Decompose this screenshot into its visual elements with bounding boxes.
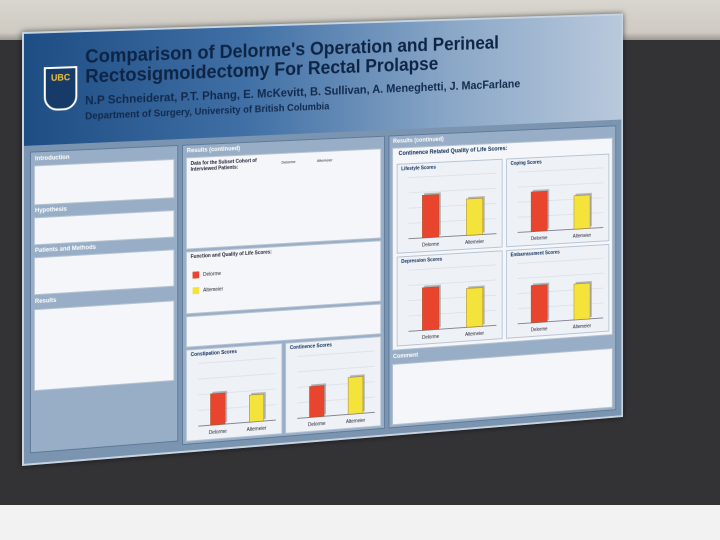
bar-delorme (531, 285, 547, 323)
patients-heading: Patients and Methods (34, 244, 96, 255)
chart-box-constipation: Constipation Scores Delorme Altemeier (185, 342, 283, 442)
gridline (409, 280, 497, 286)
subset-table-pane: Data for the Subset Cohort of Interviewe… (185, 148, 382, 250)
poster-body: Introduction Hypothesis Patients and Met… (23, 119, 622, 464)
gridline (409, 188, 497, 193)
legend-label-altemeier: Altemeier (203, 286, 224, 294)
legend-delorme: Delorme (192, 270, 222, 279)
x-tick-label: Delorme (308, 421, 326, 428)
table-header-delorme: Delorme (281, 159, 296, 165)
legend-altemeier: Altemeier (192, 286, 224, 295)
x-tick-label: Altemeier (247, 426, 267, 433)
chart-svg-constipation: Delorme Altemeier (187, 354, 282, 436)
table-header-altemeier: Altemeier (316, 157, 333, 163)
x-tick-label: Delorme (422, 334, 439, 341)
x-axis (518, 228, 604, 233)
bar-altemeier (574, 283, 590, 320)
bar-altemeier (466, 198, 483, 235)
gridline (409, 265, 497, 270)
function-pane: Function and Quality of Life Scores: Del… (185, 240, 382, 315)
gridline (297, 351, 375, 357)
results-continued-heading: Results (continued) (186, 146, 241, 155)
x-tick-label: Delorme (209, 429, 227, 436)
gridline (409, 173, 497, 177)
floor-band (0, 505, 720, 540)
legend-swatch-delorme (192, 271, 200, 279)
x-axis (409, 234, 497, 239)
chart-box-depression: Depression Scores Delorme Altemeier (396, 250, 503, 347)
bar-delorme (309, 385, 324, 417)
research-poster: UBC Comparison of Delorme's Operation an… (22, 13, 624, 467)
results-heading: Results (34, 297, 57, 306)
gridline (518, 273, 604, 278)
right-column: Results (continued) Continence Related Q… (388, 125, 617, 429)
comment-pane (392, 347, 613, 426)
chart-svg-depression: Delorme Altemeier (398, 261, 502, 341)
bar-delorme (422, 194, 439, 238)
chart-svg-coping: Delorme Altemeier (507, 164, 608, 242)
logo-text: UBC (50, 72, 71, 83)
middle-column: Results (continued) Data for the Subset … (182, 135, 385, 446)
x-tick-label: Delorme (531, 326, 548, 333)
intro-text-block (33, 158, 175, 206)
legend-swatch-altemeier (192, 287, 200, 295)
qol-pane: Continence Related Quality of Life Score… (392, 137, 613, 351)
bar-altemeier (574, 195, 590, 229)
comment-heading: Comment (393, 352, 419, 361)
bar-altemeier (249, 394, 264, 422)
gridline (518, 183, 604, 187)
bar-delorme (210, 393, 225, 425)
gridline (518, 258, 604, 263)
chart-svg-embarrassment: Delorme Altemeier (507, 254, 608, 333)
x-tick-label: Altemeier (573, 233, 592, 240)
left-column: Introduction Hypothesis Patients and Met… (29, 144, 179, 454)
subset-table-header: Delorme Altemeier (277, 155, 337, 167)
hypothesis-text-block (33, 209, 175, 246)
chart-title-lifestyle: Lifestyle Scores (401, 164, 436, 173)
gridline (198, 358, 276, 364)
chart-svg-continence: Delorme Altemeier (286, 347, 380, 428)
subset-table-title: Data for the Subset Cohort of Interviewe… (190, 157, 257, 173)
chart-svg-lifestyle: Delorme Altemeier (398, 169, 502, 249)
x-tick-label: Altemeier (465, 239, 484, 246)
x-tick-label: Altemeier (573, 323, 592, 330)
intro-heading: Introduction (34, 154, 70, 163)
results-table-block (33, 300, 175, 392)
x-tick-label: Altemeier (465, 331, 484, 338)
university-logo: UBC (43, 66, 78, 112)
bar-delorme (531, 191, 547, 232)
gridline (518, 168, 604, 172)
qol-title: Continence Related Quality of Life Score… (398, 146, 508, 158)
right-results-heading: Results (continued) (393, 136, 444, 145)
bar-altemeier (348, 376, 363, 414)
bar-delorme (422, 287, 439, 331)
x-tick-label: Delorme (422, 242, 439, 249)
chart-box-lifestyle: Lifestyle Scores Delorme Altemeier (396, 158, 503, 254)
x-tick-label: Delorme (531, 235, 548, 242)
patients-text-block (33, 249, 175, 296)
legend-label-delorme: Delorme (203, 270, 222, 278)
gridline (198, 373, 276, 379)
bar-altemeier (466, 287, 483, 327)
x-tick-label: Altemeier (346, 418, 366, 425)
hypothesis-heading: Hypothesis (34, 206, 67, 215)
chart-box-embarrassment: Embarrassment Scores Delorme Altemeier (506, 243, 610, 339)
chart-title-coping: Coping Scores (510, 159, 542, 167)
chart-box-continence: Continence Scores Delorme Altemeier (285, 336, 382, 434)
chart-box-coping: Coping Scores Delorme Altemeier (506, 153, 610, 248)
function-title: Function and Quality of Life Scores: (190, 249, 272, 261)
gridline (297, 366, 375, 372)
